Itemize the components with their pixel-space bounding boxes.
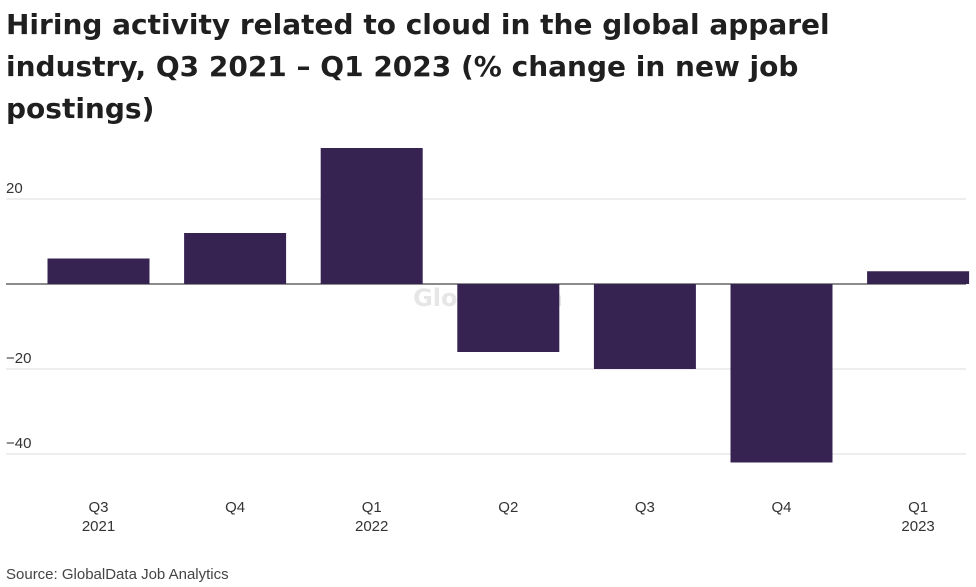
x-tick-label: Q1: [362, 499, 382, 516]
source-note: Source: GlobalData Job Analytics: [6, 566, 229, 583]
bar: [47, 258, 150, 284]
x-axis-ticks: Q3 2021 Q4 Q1 2022 Q2 Q3 Q4 Q1 2023: [82, 499, 935, 535]
x-tick-year-label: 2022: [355, 518, 388, 535]
x-tick-year-label: 2021: [82, 518, 115, 535]
bar: [184, 233, 287, 284]
bar: [730, 284, 833, 463]
x-tick-label: Q4: [225, 499, 245, 516]
y-tick-label: 20: [6, 180, 23, 197]
y-tick-label: −20: [6, 350, 31, 367]
x-tick-label: Q3: [88, 499, 108, 516]
bar: [593, 284, 696, 369]
chart-title: Hiring activity related to cloud in the …: [6, 8, 830, 125]
bar: [320, 148, 423, 284]
x-tick-label: Q1: [908, 499, 928, 516]
y-axis-ticks: 20 −20 −40: [6, 180, 31, 452]
bars: [47, 148, 970, 463]
x-tick-year-label: 2023: [901, 518, 934, 535]
y-tick-label: −40: [6, 435, 31, 452]
x-tick-label: Q4: [771, 499, 791, 516]
bar: [457, 284, 560, 352]
x-tick-label: Q2: [498, 499, 518, 516]
x-tick-label: Q3: [635, 499, 655, 516]
bar: [867, 271, 970, 284]
